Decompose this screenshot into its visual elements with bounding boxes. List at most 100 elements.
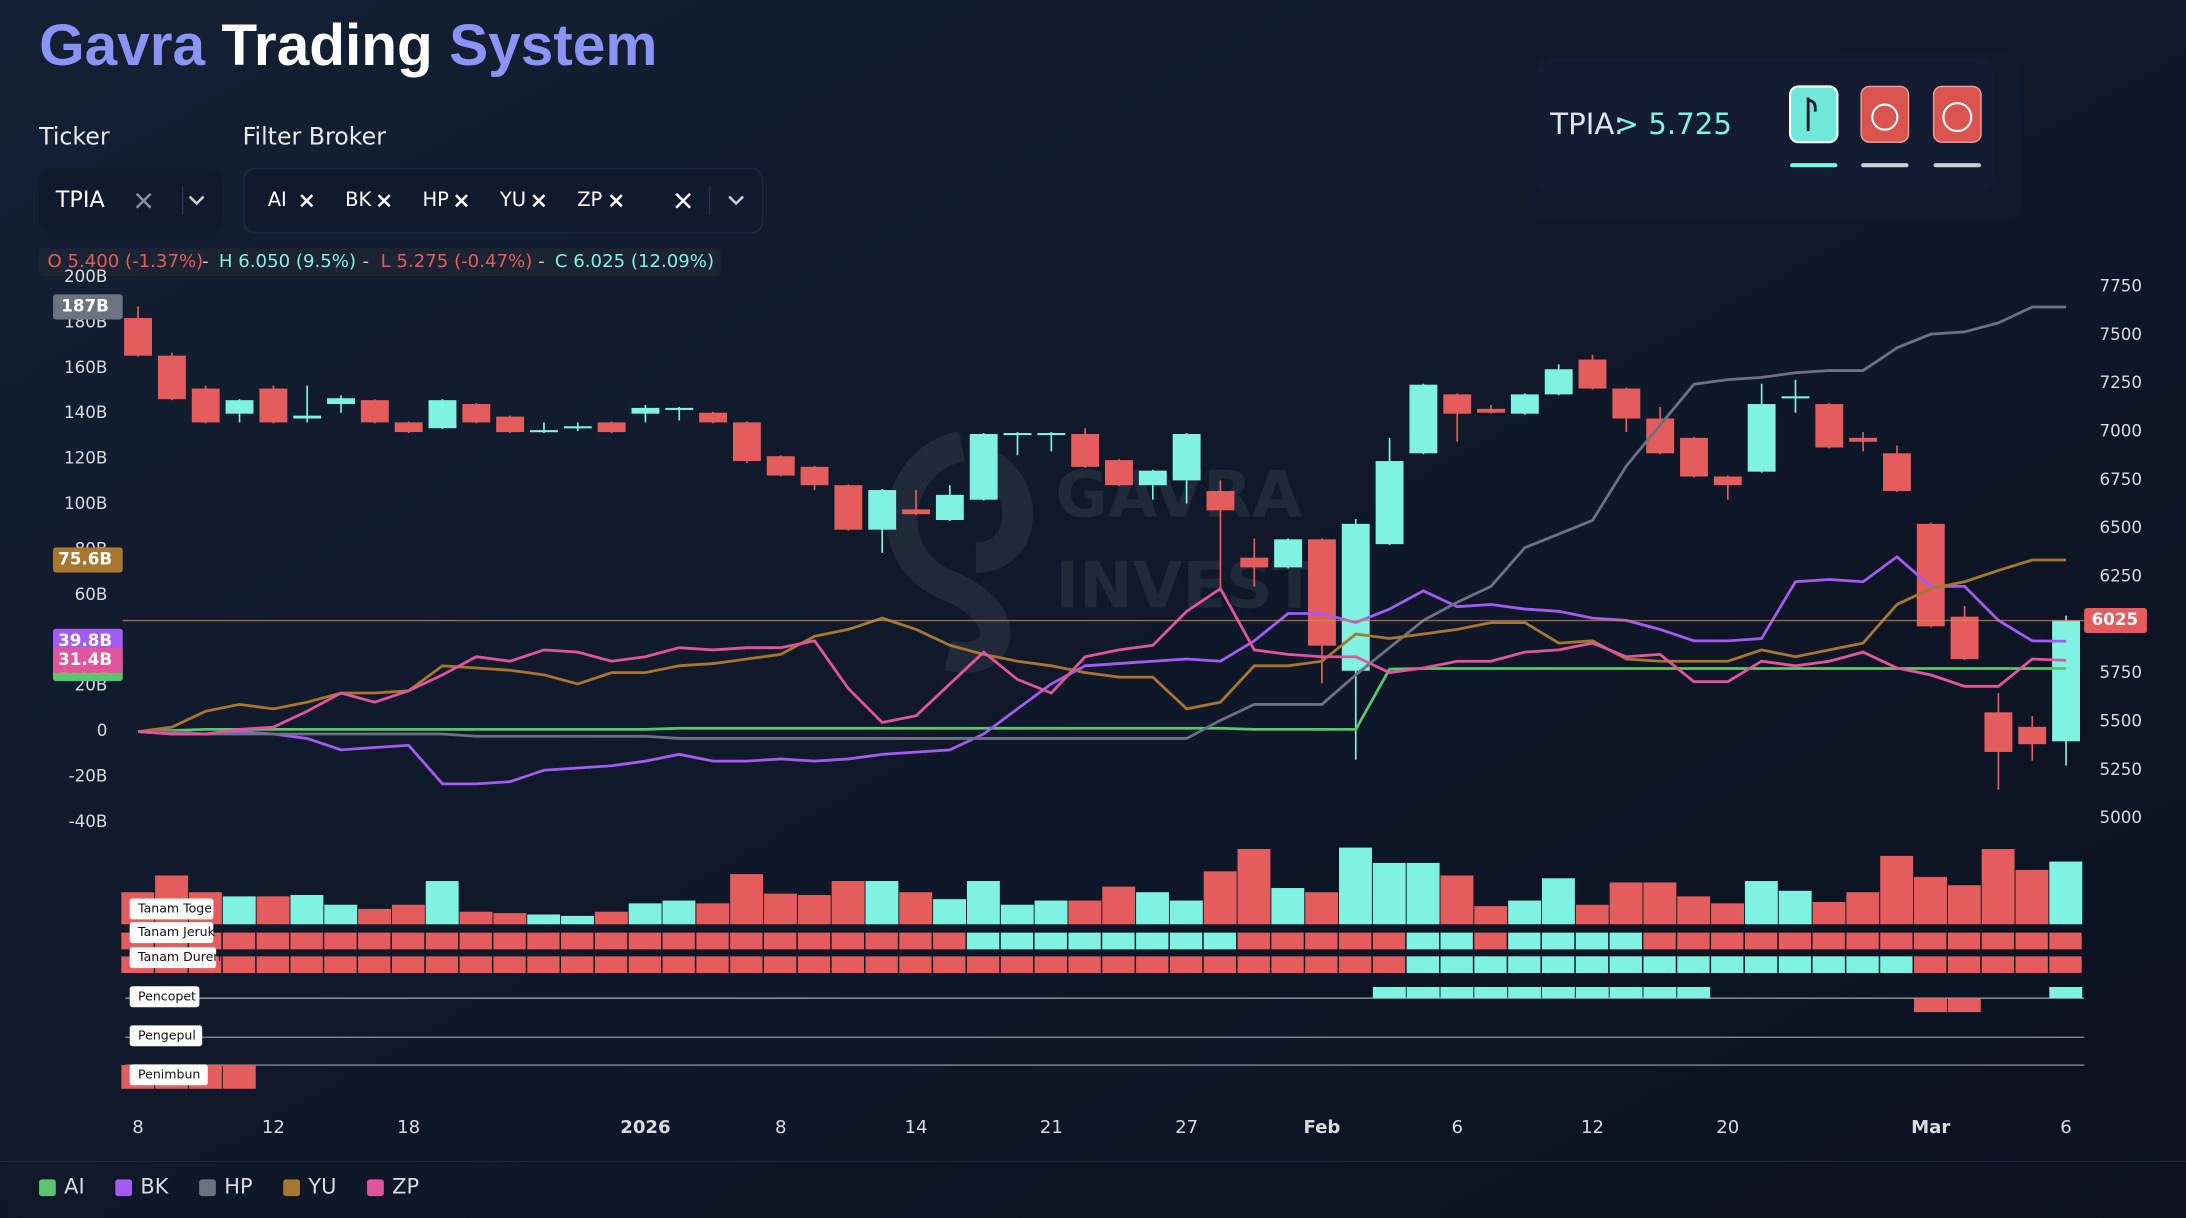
icon-button-bg[interactable] (1932, 85, 1982, 143)
signal-cell (1744, 932, 1778, 950)
signal-cell (1169, 956, 1203, 974)
icon-button[interactable] (1788, 85, 1839, 168)
volume-bar (1947, 885, 1981, 925)
candle-body (496, 416, 525, 433)
volume-bar (2015, 869, 2049, 925)
signal-cell (1880, 956, 1913, 974)
remove-stroke (609, 194, 623, 208)
value-badge-label: 75.6B (58, 548, 112, 568)
y2-tick-label: 5500 (2100, 710, 2143, 730)
volume-bar (1575, 904, 1609, 925)
value-badge (53, 647, 123, 673)
signal-cell (1643, 956, 1676, 974)
volume-bar (1744, 881, 1778, 925)
volume-bar (256, 896, 290, 925)
remove-icon[interactable] (300, 194, 314, 208)
volume-bar (696, 903, 730, 925)
remove-stroke (300, 194, 314, 208)
legend-swatch (39, 1179, 56, 1197)
remove-icon[interactable] (377, 194, 391, 208)
x-tick-label: 6 (2060, 1117, 2072, 1138)
remove-icon[interactable] (135, 192, 152, 209)
icon-button-bg[interactable] (1788, 85, 1839, 144)
signal-cell (662, 932, 695, 950)
broker-chip[interactable]: ZP (577, 188, 602, 211)
signal-cell (1474, 956, 1507, 974)
signal-cell (1440, 956, 1473, 974)
icon-button[interactable] (1860, 85, 1910, 168)
y-tick-label: 100B (64, 493, 107, 513)
select-box[interactable] (243, 167, 764, 234)
signal-cell (324, 932, 357, 950)
legend-swatch (283, 1179, 300, 1197)
value-badge (53, 294, 123, 320)
signal-cell (1947, 956, 1981, 974)
broker-line (138, 667, 2067, 734)
price-badge-label: 6025 (2092, 609, 2139, 629)
signal-cell (797, 956, 831, 974)
signal-bar (1440, 987, 1474, 999)
chevron[interactable] (188, 195, 205, 206)
volume-bar (1812, 901, 1846, 925)
candle-body (530, 430, 558, 433)
broker-chip[interactable]: YU (499, 188, 526, 211)
legend-swatch (199, 1179, 216, 1197)
remove-stroke (675, 192, 692, 209)
signal-cell (493, 956, 526, 974)
remove-icon[interactable] (609, 194, 623, 208)
x-tick-label: Mar (1911, 1117, 1950, 1138)
broker-select[interactable]: AI BK HP YU ZP (243, 167, 764, 234)
signal-cell (1677, 956, 1710, 974)
chevron[interactable] (728, 195, 744, 206)
signal-cell (358, 956, 391, 974)
broker-chip[interactable]: AI (268, 188, 287, 211)
x-tick-label: 27 (1175, 1117, 1198, 1138)
signal-cell (1711, 932, 1744, 950)
signal-label-box (129, 1064, 208, 1086)
signal-cell (1744, 956, 1778, 974)
signal-cell (290, 956, 323, 974)
signal-cell (1305, 956, 1338, 974)
volume-bar (358, 908, 392, 925)
signal-cell (256, 932, 289, 950)
volume-bar (1643, 882, 1677, 925)
icon-button-bg[interactable] (1860, 85, 1910, 143)
broker-chip[interactable]: BK (345, 188, 372, 211)
candle-body (969, 433, 998, 500)
candle-body (834, 485, 863, 530)
remove-icon[interactable] (675, 192, 692, 209)
remove-icon[interactable] (532, 194, 546, 208)
ohlc-low: L 5.275 (-0.47%) (381, 251, 533, 272)
signal-cell (1609, 932, 1642, 950)
volume-bar (561, 915, 594, 925)
signal-cell (459, 932, 492, 950)
candle-body (631, 407, 660, 414)
signal-cell (290, 932, 323, 950)
x-tick-label: 6 (1451, 1117, 1463, 1138)
candle-body (597, 422, 626, 433)
signal-cell (324, 956, 357, 974)
select-box[interactable] (39, 168, 222, 233)
volume-bar (493, 913, 527, 925)
signal-bar (2049, 987, 2083, 999)
signal-cell (493, 932, 526, 950)
remove-icon[interactable] (455, 194, 468, 208)
volume-bar (933, 899, 967, 925)
y2-tick-label: 6750 (2100, 469, 2143, 489)
signal-cell (1508, 932, 1541, 950)
signal-cell (865, 932, 898, 950)
icon-button[interactable] (1932, 85, 1982, 168)
volume-bar (1981, 848, 2015, 925)
signal-cell (1812, 956, 1845, 974)
x-tick-label: 2026 (620, 1117, 670, 1138)
candle-body (2052, 620, 2081, 742)
panel-label: TPIA: (1549, 107, 1624, 141)
signal-cell (1068, 956, 1101, 974)
ticker-select[interactable]: TPIA (39, 168, 222, 233)
candle-body (1307, 539, 1336, 646)
volume-bar (1880, 855, 1914, 925)
signal-cell (358, 932, 391, 950)
broker-chip[interactable]: HP (422, 188, 449, 211)
y2-tick-label: 7750 (2100, 276, 2143, 296)
signal-cell (1034, 932, 1067, 950)
